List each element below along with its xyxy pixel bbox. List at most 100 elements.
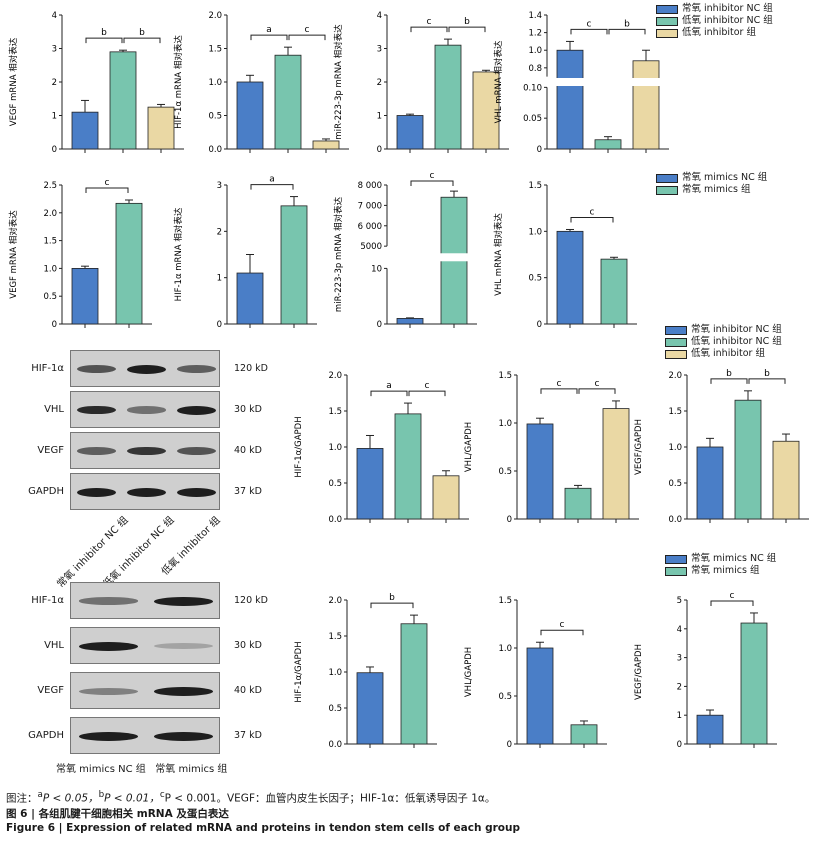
blot-row: VEGF 40 kD [8,672,262,709]
y-tick-label: 1.5 [498,371,512,381]
bar [696,714,724,745]
blot-strip [70,672,220,709]
blot-row: VHL 30 kD [8,391,262,428]
legend-label: 常氧 inhibitor NC 组 [691,324,782,335]
bar [356,672,384,745]
blot-band [176,405,216,415]
y-tick-label: 1.5 [328,632,342,642]
bar [570,724,598,745]
bar [434,44,462,150]
y-tick-label: 0.5 [498,692,512,702]
axis-break [548,78,670,86]
legend-label: 低氧 inhibitor 组 [682,27,756,38]
significance-bracket [288,34,326,41]
blot-protein-label: VHL [44,640,64,651]
y-tick-label: 0.5 [43,292,57,302]
significance-bracket [570,28,608,35]
significance-bracket [410,180,454,186]
western-blot-inhibitor: HIF-1α 120 kD VHL 30 kD VEGF 40 kD GAPDH 37 kD 常… [8,348,268,590]
significance-bracket [710,600,754,606]
y-tick-label: 1.5 [498,596,512,606]
y-tick-label: 0 [507,515,512,525]
y-tick-label: 2.0 [328,371,342,381]
chart-hif1a-mrna-mimics: HIF-1α mRNA 相对表达 0 1 2 3 a [173,175,317,330]
y-axis-label: HIF-1α/GAPDH [294,416,304,477]
significance-label: c [105,178,110,188]
blot-strip [70,717,220,754]
y-tick-label: 0 [507,740,512,750]
blot-protein-label: VEGF [37,685,64,696]
y-tick-label: 0 [377,145,382,155]
chart-vegf-mrna-mimics: VEGF mRNA 相对表达 0 0.5 1.0 1.5 2.0 2.5 c [8,178,152,330]
blot-band [126,364,166,374]
blot-row: VHL 30 kD [8,627,262,664]
significance-bracket [85,37,123,44]
bar [396,318,424,325]
y-tick-label: 10 [371,264,382,274]
chart-hif1a-protein-inhibitor: HIF-1α/GAPDH 0.0 0.5 1.0 1.5 2.0 a c [294,371,469,525]
significance-label: b [139,28,145,38]
blot-strip [70,391,220,428]
significance-bracket [570,216,614,223]
y-tick-label: 8 000 [358,181,382,191]
blot-band [176,447,216,455]
blot-band [76,487,116,497]
significance-bracket [448,26,486,33]
y-axis-label: HIF-1α mRNA 相对表达 [173,35,184,129]
note-c-text: P < 0.001。VEGF：血管内皮生长因子；HIF-1α：低氧诱导因子 1α… [164,792,496,805]
significance-label: a [269,175,275,185]
significance-bracket [370,390,408,397]
y-tick-label: 1.0 [498,419,512,429]
significance-bracket [748,378,786,384]
y-tick-label: 1 [52,112,57,122]
note-b-text: P < 0.01， [104,792,160,805]
blot-row: HIF-1α 120 kD [8,582,268,619]
blot-band [126,406,166,414]
y-tick-label: 1.4 [528,11,542,21]
bar [740,622,768,745]
legend-label: 常氧 mimics 组 [691,565,760,576]
significance-label: a [266,25,272,35]
bar [594,139,622,150]
blot-strip [70,350,220,387]
blot-protein-label: HIF-1α [31,363,64,374]
blot-strip [70,473,220,510]
y-tick-label: 4 [377,11,382,21]
blot-band [76,405,116,415]
legend-mimics-bottom: 常氧 mimics NC 组 常氧 mimics 组 [665,553,776,577]
blot-kd-label: 37 kD [234,730,262,741]
significance-bracket [85,187,129,194]
y-tick-label: 1 [217,274,222,284]
y-tick-label: 2 [52,78,57,88]
blot-band [79,687,138,695]
significance-label: b [101,28,107,38]
blot-strip [70,582,220,619]
legend-label: 低氧 inhibitor NC 组 [682,15,773,26]
bar [236,81,264,150]
bar [696,446,724,520]
significance-label: c [427,17,432,27]
bar [396,115,424,150]
y-tick-label: 0.5 [498,467,512,477]
bar [400,623,428,745]
y-tick-label: 0.5 [208,112,222,122]
bar [556,230,584,325]
blot-kd-label: 30 kD [234,640,262,651]
bar [71,268,99,325]
note-a-text: P < 0.05， [42,792,99,805]
significance-label: c [595,379,600,389]
y-axis-label: miR-223-3p mRNA 相对表达 [333,196,344,312]
y-tick-label: 5000 [360,242,382,252]
significance-bracket [540,629,584,636]
bar [356,448,384,520]
significance-bracket [710,378,748,384]
legend-label: 低氧 inhibitor NC 组 [691,336,782,347]
blot-kd-label: 37 kD [234,486,262,497]
y-tick-label: 0.0 [328,740,342,750]
blot-band [176,487,216,497]
bar [632,60,660,150]
significance-label: c [560,620,565,630]
y-tick-label: 2 [217,227,222,237]
blot-lane-labels: 常氧 mimics NC 组 常氧 mimics 组 [56,764,228,775]
y-tick-label: 7 000 [358,201,382,211]
